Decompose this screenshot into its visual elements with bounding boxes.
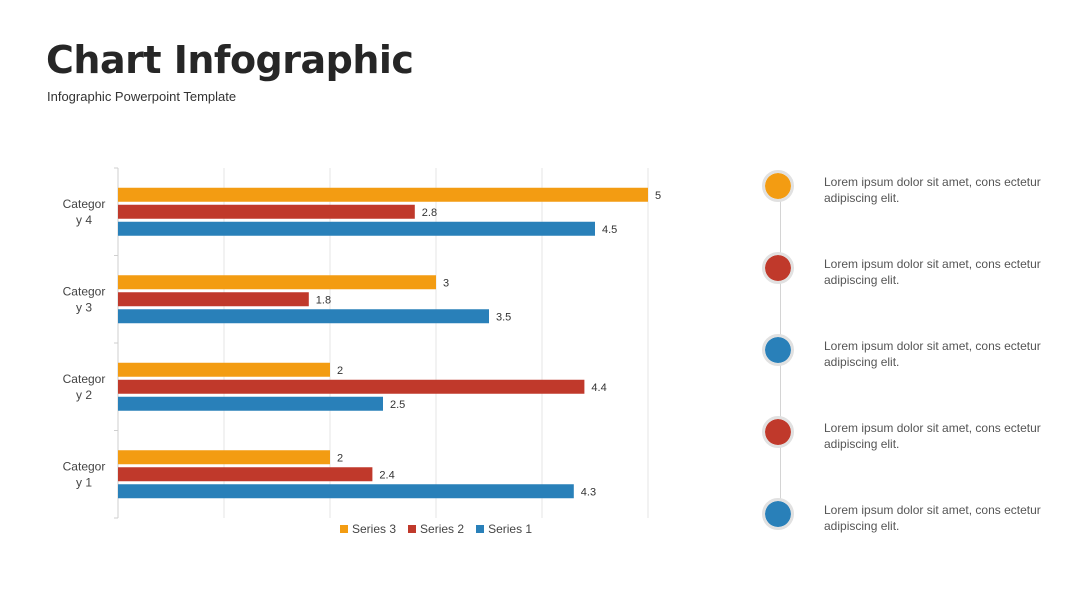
- category-tick-label-line: y 3: [76, 300, 92, 314]
- category-tick-label: Categor y 1: [63, 459, 106, 489]
- bar-series-1: [118, 396, 383, 411]
- bar-series-3: [118, 275, 436, 290]
- chart-legend: Series 3 Series 2 Series 1: [340, 522, 532, 536]
- category-tick-label-line: Categor: [63, 197, 106, 211]
- timeline-item: Lorem ipsum dolor sit amet, cons ectetur…: [760, 164, 1060, 208]
- timeline-text: Lorem ipsum dolor sit amet, cons ectetur…: [824, 339, 1041, 369]
- data-label: 2.5: [390, 399, 405, 411]
- bar-series-1: [118, 309, 489, 324]
- category-tick-label: Categor y 3: [63, 284, 106, 314]
- data-label: 2.4: [379, 469, 394, 481]
- category-tick-label-line: Categor: [63, 459, 106, 473]
- data-label: 3: [443, 277, 449, 289]
- legend-swatch-series-1: [476, 525, 485, 533]
- legend-label-series-3: Series 3: [352, 522, 397, 536]
- legend-item-series-1: Series 1: [476, 522, 532, 536]
- category-tick-label: Categor y 2: [63, 372, 106, 402]
- data-label: 4.5: [602, 224, 617, 236]
- category-tick-label-line: y 4: [76, 213, 92, 227]
- bar-series-2: [118, 204, 415, 219]
- timeline: Lorem ipsum dolor sit amet, cons ectetur…: [760, 160, 1060, 540]
- bar-series-3: [118, 450, 330, 465]
- bar-series-2: [118, 379, 585, 394]
- bar-series-3: [118, 362, 330, 377]
- data-label: 2: [337, 452, 343, 464]
- timeline-item: Lorem ipsum dolor sit amet, cons ectetur…: [760, 328, 1060, 372]
- timeline-dot: [762, 170, 794, 202]
- timeline-text: Lorem ipsum dolor sit amet, cons ectetur…: [824, 503, 1041, 533]
- timeline-text: Lorem ipsum dolor sit amet, cons ectetur…: [824, 175, 1041, 205]
- timeline-item: Lorem ipsum dolor sit amet, cons ectetur…: [760, 410, 1060, 454]
- legend-label-series-1: Series 1: [488, 522, 533, 536]
- category-tick-label-line: y 2: [76, 388, 92, 402]
- legend-label-series-2: Series 2: [420, 522, 465, 536]
- timeline-dot: [762, 252, 794, 284]
- data-label: 1.8: [316, 294, 331, 306]
- timeline-dot: [762, 334, 794, 366]
- category-tick-label: Categor y 4: [63, 197, 106, 227]
- legend-item-series-2: Series 2: [408, 522, 464, 536]
- bar-series-1: [118, 221, 595, 236]
- data-label: 5: [655, 190, 661, 202]
- timeline-item: Lorem ipsum dolor sit amet, cons ectetur…: [760, 492, 1060, 536]
- data-label: 2.8: [422, 207, 437, 219]
- legend-item-series-3: Series 3: [340, 522, 396, 536]
- page-title: Chart Infographic: [46, 38, 414, 82]
- legend-swatch-series-3: [340, 525, 348, 533]
- timeline-text: Lorem ipsum dolor sit amet, cons ectetur…: [824, 421, 1041, 451]
- data-label: 3.5: [496, 311, 511, 323]
- data-label: 4.4: [591, 382, 606, 394]
- timeline-item: Lorem ipsum dolor sit amet, cons ectetur…: [760, 246, 1060, 290]
- category-tick-label-line: Categor: [63, 284, 106, 298]
- bar-series-2: [118, 467, 373, 482]
- bar-series-3: [118, 187, 648, 202]
- category-tick-label-line: y 1: [76, 475, 92, 489]
- bar-chart: 2 2.4 4.3 Categor y 1 2 4.4 2.5 Categor y 2 3 1.8 3.…: [63, 167, 661, 519]
- page-subtitle: Infographic Powerpoint Template: [47, 89, 237, 104]
- data-label: 4.3: [581, 486, 596, 498]
- timeline-text: Lorem ipsum dolor sit amet, cons ectetur…: [824, 257, 1041, 287]
- category-tick-label-line: Categor: [63, 372, 106, 386]
- bar-series-2: [118, 292, 309, 307]
- data-label: 2: [337, 365, 343, 377]
- timeline-dot: [762, 416, 794, 448]
- bar-series-1: [118, 484, 574, 499]
- legend-swatch-series-2: [408, 525, 417, 533]
- timeline-dot: [762, 498, 794, 530]
